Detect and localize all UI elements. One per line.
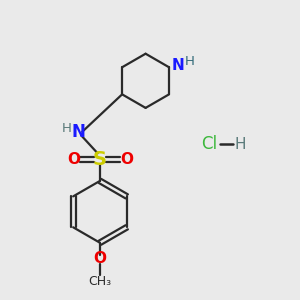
Text: S: S (93, 150, 107, 169)
Text: O: O (67, 152, 80, 167)
Text: O: O (93, 251, 106, 266)
Text: H: H (235, 136, 246, 152)
Text: O: O (120, 152, 133, 167)
Text: H: H (61, 122, 71, 135)
Text: N: N (172, 58, 185, 73)
Text: Cl: Cl (201, 135, 217, 153)
Text: CH₃: CH₃ (88, 274, 112, 287)
Text: N: N (72, 123, 86, 141)
Text: H: H (184, 56, 194, 68)
